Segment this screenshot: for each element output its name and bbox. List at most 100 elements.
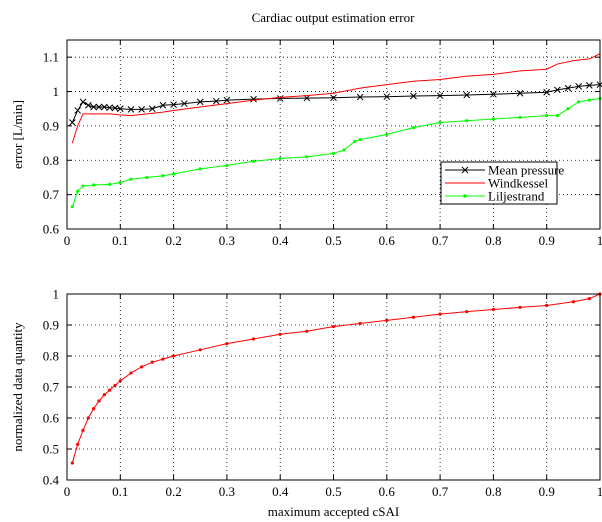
legend-entry-liljestrand: Liljestrand bbox=[445, 189, 545, 204]
legend-label-windkessel: Windkessel bbox=[488, 176, 549, 191]
quantity-chart-series-point bbox=[172, 354, 176, 358]
error-chart-x-tick-label: 0.4 bbox=[272, 233, 289, 248]
error-chart-mean-pressure-point bbox=[463, 91, 471, 99]
error-chart-mean-pressure-point bbox=[330, 94, 337, 102]
error-chart-x-tick-label: 0.2 bbox=[165, 233, 181, 248]
error-chart-liljestrand-point bbox=[587, 98, 591, 102]
quantity-chart-y-tick-label: 0.4 bbox=[43, 473, 60, 488]
error-chart-liljestrand-point bbox=[465, 119, 469, 123]
quantity-chart-x-tick-label: 1 bbox=[597, 484, 602, 499]
quantity-chart-y-tick-label: 0.8 bbox=[43, 349, 59, 364]
legend-label-mean-pressure: Mean pressure bbox=[488, 163, 564, 178]
error-chart-mean-pressure-point bbox=[585, 82, 593, 89]
error-chart-liljestrand-point bbox=[161, 174, 165, 178]
quantity-chart-x-tick-label: 0.9 bbox=[539, 484, 555, 499]
error-chart-mean-pressure-point bbox=[138, 106, 145, 113]
error-chart-liljestrand-point bbox=[331, 151, 336, 155]
quantity-chart-series-point bbox=[438, 312, 442, 316]
error-chart-mean-pressure-point bbox=[100, 103, 108, 111]
error-chart-y-tick-label: 0.6 bbox=[43, 222, 60, 237]
error-chart-x-tick-label: 0.5 bbox=[325, 233, 341, 248]
quantity-chart-x-tick-label: 0.7 bbox=[432, 484, 449, 499]
error-chart-mean-pressure-point bbox=[68, 119, 76, 126]
quantity-chart-y-tick-label: 1 bbox=[53, 287, 60, 302]
quantity-chart-series-point bbox=[385, 318, 389, 322]
quantity-chart-series-point bbox=[140, 365, 144, 369]
error-chart-liljestrand-point bbox=[342, 148, 346, 152]
error-chart-y-tick-label: 0.9 bbox=[43, 118, 59, 133]
error-chart-mean-pressure-point bbox=[276, 95, 284, 102]
error-chart-mean-pressure-point bbox=[170, 101, 177, 108]
error-chart-liljestrand-point bbox=[305, 155, 309, 159]
quantity-chart-x-tick-label: 0.1 bbox=[112, 484, 128, 499]
quantity-chart-y-tick-label: 0.6 bbox=[43, 411, 60, 426]
error-chart-y-tick-label: 1.1 bbox=[43, 50, 59, 65]
quantity-chart-x-tick-label: 0 bbox=[64, 484, 71, 499]
quantity-chart-y-tick-label: 0.9 bbox=[43, 318, 59, 333]
error-chart-mean-pressure-point bbox=[223, 96, 231, 104]
quantity-chart-series-point bbox=[225, 342, 229, 346]
error-chart-liljestrand-point bbox=[385, 132, 389, 137]
quantity-chart-series-point bbox=[278, 332, 282, 336]
quantity-chart-x-tick-label: 0.2 bbox=[165, 484, 181, 499]
error-chart-ticks: 0 0.1 0.2 0.3 0.4 0.5 0.6 0.7 0.8 0.9 1 0.6 0.7 0.8 0.… bbox=[43, 40, 602, 248]
error-chart-liljestrand-point bbox=[278, 156, 282, 161]
error-chart-liljestrand-point bbox=[438, 120, 442, 125]
quantity-chart-series-point bbox=[305, 329, 309, 333]
error-chart-liljestrand-point bbox=[251, 159, 256, 163]
error-chart-windkessel-line bbox=[71, 53, 601, 144]
error-chart-mean-pressure-point bbox=[410, 92, 417, 100]
error-chart-liljestrand-point bbox=[225, 163, 229, 168]
error-chart-mean-pressure-point bbox=[79, 98, 87, 106]
error-chart-x-tick-label: 0.3 bbox=[219, 233, 235, 248]
quantity-chart-grid bbox=[67, 294, 600, 480]
quantity-chart-series-point bbox=[129, 371, 133, 375]
error-chart-mean-pressure-point bbox=[95, 103, 103, 111]
error-chart-mean-pressure-point bbox=[180, 100, 188, 107]
error-chart-x-tick-label: 1 bbox=[597, 233, 602, 248]
error-chart-liljestrand-point bbox=[118, 181, 122, 185]
error-chart-y-tick-label: 0.8 bbox=[43, 153, 59, 168]
error-chart-y-tick-label: 0.7 bbox=[43, 187, 60, 202]
error-chart-mean-pressure-point bbox=[575, 83, 583, 90]
error-chart-x-tick-label: 0.1 bbox=[112, 233, 128, 248]
error-chart-y-tick-label: 1 bbox=[53, 84, 60, 99]
error-chart-liljestrand-point bbox=[491, 117, 495, 121]
error-chart-x-tick-label: 0.8 bbox=[485, 233, 501, 248]
quantity-chart-series-point bbox=[92, 407, 96, 411]
error-chart-liljestrand-point bbox=[92, 183, 96, 187]
error-chart-mean-pressure-point bbox=[106, 104, 113, 112]
error-chart-liljestrand-point bbox=[108, 182, 112, 186]
quantity-chart-x-axis-label: maximum accepted cSAI bbox=[268, 504, 399, 519]
quantity-chart-series-point bbox=[81, 428, 85, 432]
error-chart-mean-pressure-point bbox=[90, 103, 98, 111]
error-chart-mean-pressure-point bbox=[564, 84, 572, 92]
error-chart-liljestrand-point bbox=[198, 167, 202, 171]
quantity-chart-series-point bbox=[465, 310, 469, 314]
error-chart-mean-pressure-point bbox=[159, 101, 167, 109]
legend-entry-windkessel: Windkessel bbox=[445, 176, 549, 191]
error-chart-liljestrand-point bbox=[555, 114, 559, 118]
error-chart-liljestrand-point bbox=[566, 107, 570, 111]
quantity-chart-y-tick-label: 0.5 bbox=[43, 442, 59, 457]
quantity-chart-series-point bbox=[198, 348, 202, 352]
error-chart-mean-pressure-point bbox=[490, 90, 497, 98]
quantity-chart-series-point bbox=[108, 388, 112, 392]
error-chart-mean-pressure-point bbox=[196, 98, 204, 106]
quantity-chart-series-point bbox=[70, 461, 74, 465]
quantity-chart-series-line bbox=[71, 293, 601, 464]
error-chart-y-axis-label: error [L/min] bbox=[10, 100, 25, 169]
quantity-chart-series-point bbox=[97, 399, 101, 403]
quantity-chart-series bbox=[70, 292, 602, 465]
error-chart-mean-pressure-point bbox=[148, 105, 156, 113]
legend-label-liljestrand: Liljestrand bbox=[488, 189, 545, 204]
quantity-chart-series-point bbox=[161, 357, 165, 361]
error-chart-liljestrand-point bbox=[129, 177, 133, 181]
quantity-chart-y-tick-label: 0.7 bbox=[43, 380, 60, 395]
quantity-chart-series-point bbox=[102, 393, 106, 397]
legend-entry-mean-pressure: Mean pressure bbox=[445, 163, 564, 178]
quantity-chart-y-axis-label: normalized data quantity bbox=[10, 322, 25, 452]
error-chart: 0 0.1 0.2 0.3 0.4 0.5 0.6 0.7 0.8 0.9 1 0.6 0.7 0.8 0.… bbox=[10, 39, 602, 248]
error-chart-mean-pressure-point bbox=[116, 105, 124, 113]
quantity-chart-x-tick-label: 0.8 bbox=[485, 484, 501, 499]
